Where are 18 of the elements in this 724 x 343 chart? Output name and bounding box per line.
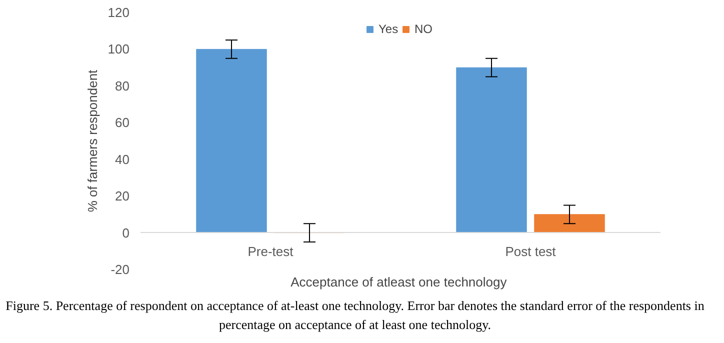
legend-label: Yes [378, 22, 398, 36]
y-tick-label: 120 [108, 5, 130, 20]
bar [534, 214, 605, 234]
x-tick-label: Post test [505, 244, 556, 259]
x-axis-title: Acceptance of atleast one technology [290, 274, 508, 290]
y-tick-label: 60 [115, 115, 130, 130]
y-tick-label: 100 [108, 42, 130, 57]
legend-label: NO [414, 22, 434, 36]
bar [196, 48, 267, 234]
y-tick-label: 80 [115, 78, 130, 94]
y-tick-label: -20 [110, 262, 130, 277]
y-axis-title: % of farmers respondent [84, 69, 100, 212]
x-tick-label: Pre-test [248, 244, 294, 259]
caption: Figure 5. Percentage of respondent on acceptance of at-least one technology. Error bar denotes the standard error of the respondents in percentage on acceptance of at least one technology. [5, 297, 705, 334]
y-tick-label: 40 [115, 152, 130, 167]
y-tick-label: 0 [122, 225, 130, 240]
bar [456, 67, 527, 234]
y-tick-label: 20 [115, 188, 130, 204]
